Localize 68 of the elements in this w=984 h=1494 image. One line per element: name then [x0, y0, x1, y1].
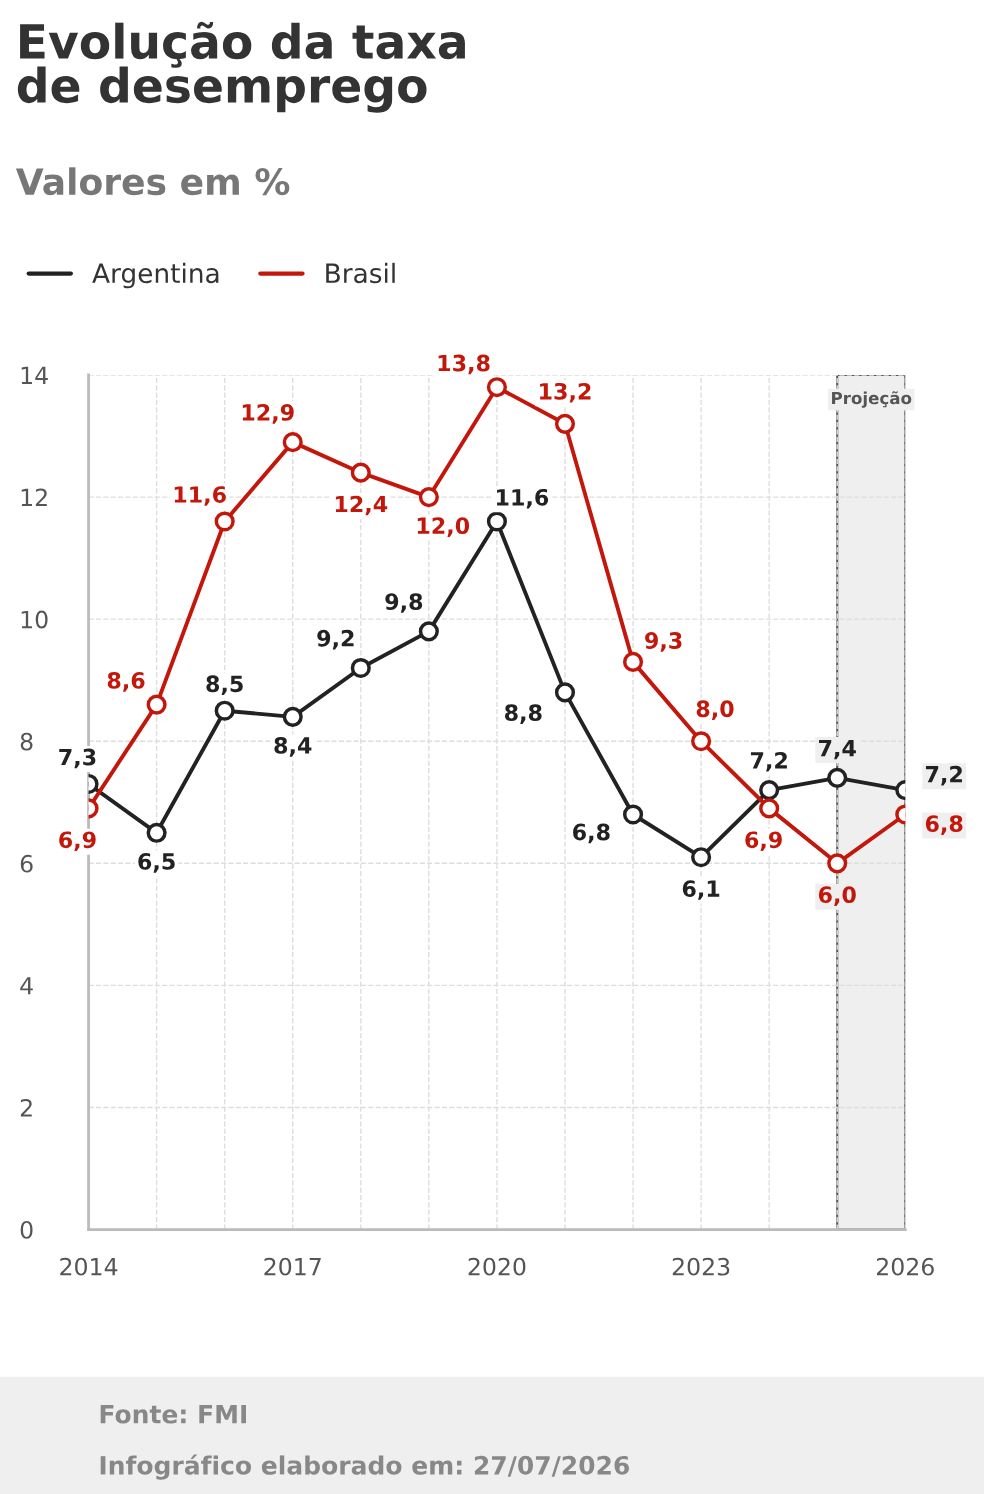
data-label: 6,8 [925, 815, 963, 835]
point [146, 822, 167, 843]
point [827, 853, 848, 874]
point [214, 700, 235, 721]
data-label: 6,9 [745, 831, 782, 851]
point [759, 780, 780, 801]
point [486, 377, 507, 398]
point [691, 847, 712, 868]
data-label: 8,6 [107, 672, 145, 692]
data-label: 8,4 [274, 737, 312, 757]
data-label: 11,6 [497, 488, 549, 509]
point [350, 657, 371, 679]
x-tick-label: 2014 [60, 1257, 118, 1276]
legend-label: Argentina [92, 262, 219, 289]
point [146, 694, 167, 715]
source-note: Fonte: FMI [100, 1404, 247, 1424]
x-tick-label: 2020 [468, 1257, 526, 1276]
data-label: 6,9 [59, 831, 96, 851]
data-label: 8,0 [696, 700, 734, 720]
x-tick-label: 2023 [672, 1257, 730, 1276]
point [282, 706, 303, 727]
data-label: 9,3 [645, 632, 682, 652]
chart-subtitle: Valores em % [15, 167, 290, 196]
point [554, 682, 576, 703]
y-tick-label: 14 [21, 366, 48, 384]
data-label: 12,9 [242, 404, 294, 424]
data-label: 6,8 [573, 823, 610, 844]
point [827, 767, 848, 788]
y-tick-label: 12 [21, 488, 47, 507]
point [418, 487, 439, 508]
data-label: 7,2 [750, 751, 787, 772]
data-label: 8,8 [504, 704, 542, 724]
data-label: 13,2 [540, 382, 591, 403]
band-label: Projeção [832, 391, 912, 408]
point [486, 511, 507, 532]
x-tick-label: 2026 [876, 1257, 934, 1276]
point [350, 462, 371, 483]
y-tick-label: 4 [20, 977, 33, 995]
point [214, 511, 235, 532]
y-tick-label: 0 [20, 1221, 33, 1239]
data-label: 9,2 [317, 629, 354, 650]
point [554, 413, 576, 434]
y-tick-label: 6 [20, 854, 33, 873]
data-label: 6,0 [818, 886, 856, 906]
y-tick-label: 10 [21, 610, 48, 629]
data-label: 8,5 [206, 675, 243, 696]
data-label: 12,0 [417, 517, 470, 537]
point [622, 804, 644, 825]
data-label: 11,6 [174, 486, 226, 506]
data-label: 12,4 [335, 495, 388, 516]
point [759, 798, 780, 819]
data-label: 6,5 [138, 853, 175, 873]
y-tick-label: 2 [20, 1098, 32, 1117]
data-label: 6,1 [682, 880, 720, 900]
point [418, 621, 439, 642]
x-tick-label: 2017 [264, 1257, 321, 1276]
data-label: 7,4 [819, 740, 856, 760]
point [691, 731, 712, 752]
text: Infográfico elaborado em: 27/07/2026 [100, 1454, 630, 1480]
chart-title: Evolução da taxa de desemprego [17, 21, 465, 113]
data-label: 7,2 [925, 765, 962, 786]
data-label: 9,8 [385, 593, 423, 613]
data-label: 7,3 [59, 748, 96, 769]
legend-label: Brasil [326, 262, 395, 284]
y-tick-label: 8 [20, 732, 33, 751]
point [282, 432, 303, 453]
data-label: 13,8 [438, 354, 490, 375]
point [622, 651, 644, 672]
